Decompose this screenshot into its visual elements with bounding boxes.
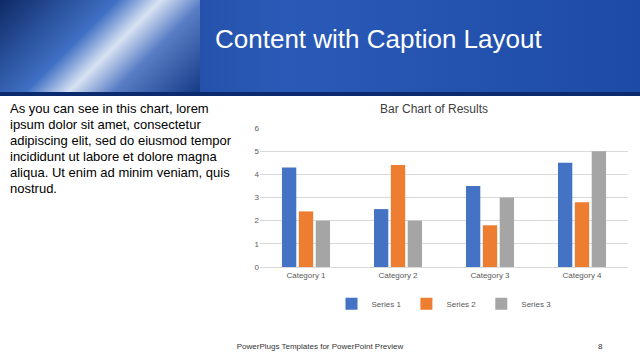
html-text:8: 8 [598, 342, 603, 351]
svg-text:Series 2: Series 2 [446, 300, 476, 309]
svg-text:Category 2: Category 2 [378, 271, 418, 280]
svg-text:Category 1: Category 1 [286, 271, 326, 280]
svg-text:5: 5 [255, 147, 260, 156]
svg-text:3: 3 [255, 193, 260, 202]
html-text:PowerPlugs Templates for Power: PowerPlugs Templates for PowerPoint Prev… [236, 342, 404, 351]
html-text:Content with Caption Layout: Content with Caption Layout [215, 24, 542, 54]
svg-text:6: 6 [255, 124, 260, 133]
svg-text:2: 2 [255, 216, 260, 225]
html-text:As you can see in this chart,: As you can see in this chart, lorem ipsu… [10, 101, 232, 196]
svg-text:4: 4 [255, 170, 260, 179]
svg-text:Category 4: Category 4 [562, 271, 602, 280]
svg-text:Category 3: Category 3 [470, 271, 510, 280]
svg-text:Bar Chart of Results: Bar Chart of Results [380, 102, 488, 116]
svg-text:Series 3: Series 3 [521, 300, 551, 309]
svg-text:0: 0 [255, 263, 260, 272]
svg-text:Series 1: Series 1 [372, 300, 402, 309]
svg-text:1: 1 [255, 240, 260, 249]
